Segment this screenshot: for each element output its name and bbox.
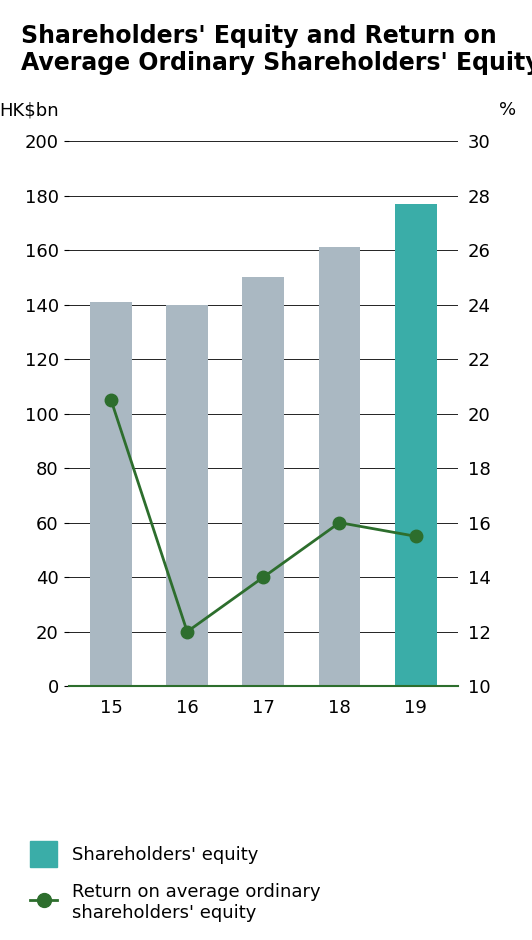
Text: HK$bn: HK$bn — [0, 102, 59, 119]
Text: Shareholders' Equity and Return on
Average Ordinary Shareholders' Equity: Shareholders' Equity and Return on Avera… — [21, 24, 532, 75]
Legend: Shareholders' equity, Return on average ordinary
shareholders' equity: Shareholders' equity, Return on average … — [30, 841, 320, 921]
Bar — [166, 305, 208, 686]
Bar — [395, 204, 437, 686]
Text: %: % — [498, 102, 516, 119]
Bar — [90, 302, 132, 686]
Bar — [319, 247, 361, 686]
Bar — [243, 277, 284, 686]
